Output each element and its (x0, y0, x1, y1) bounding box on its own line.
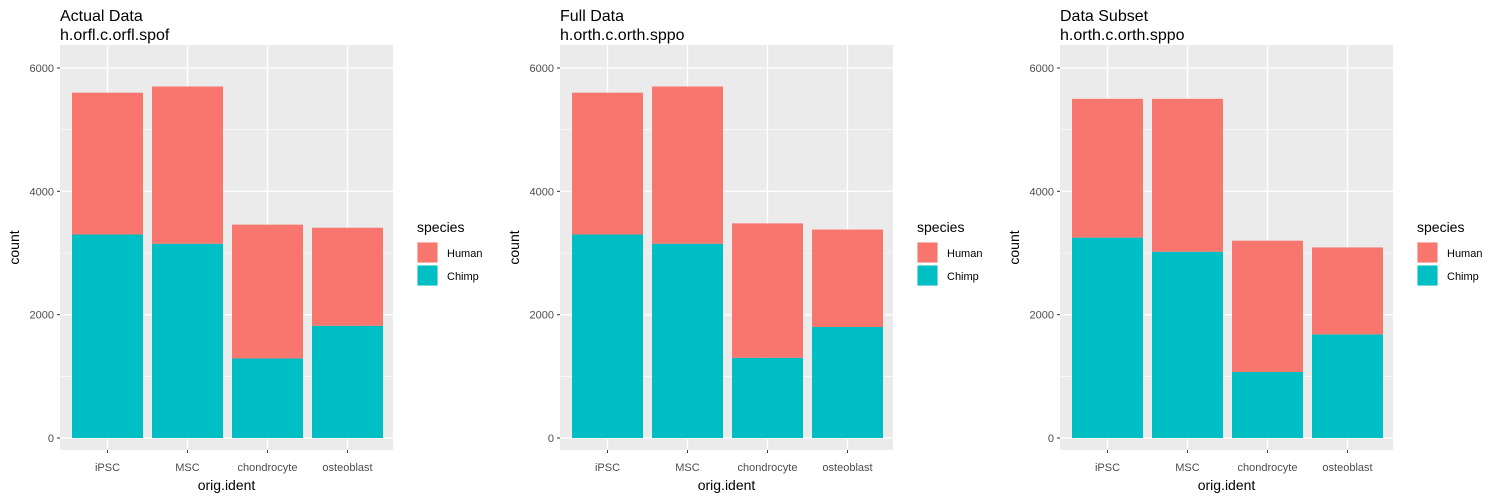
bar-chimp-osteoblast (312, 325, 383, 438)
bar-chimp-MSC (152, 243, 223, 438)
bar-chimp-iPSC (1072, 237, 1143, 438)
bar-human-MSC (652, 86, 723, 244)
legend-label-chimp: Chimp (1447, 271, 1479, 283)
x-axis-title: orig.ident (698, 477, 756, 493)
y-tick-label: 6000 (530, 63, 554, 75)
legend-swatch-chimp (1417, 265, 1438, 286)
x-tick-label: iPSC (595, 462, 620, 474)
bar-chimp-iPSC (72, 234, 143, 438)
chart-subtitle: h.orth.c.orth.sppo (1060, 27, 1185, 44)
bar-human-osteoblast (1312, 247, 1383, 335)
x-tick-label: iPSC (95, 462, 120, 474)
bar-human-iPSC (72, 92, 143, 235)
legend-label-human: Human (947, 248, 982, 260)
legend: species Human Chimp (1417, 219, 1482, 286)
x-tick-label: MSC (675, 462, 700, 474)
legend-swatch-human (917, 242, 938, 263)
bar-human-iPSC (1072, 98, 1143, 238)
legend-title: species (417, 219, 464, 235)
legend: species Human Chimp (917, 219, 982, 286)
x-axis-title: orig.ident (1198, 477, 1256, 493)
x-axis-title: orig.ident (198, 477, 256, 493)
y-axis-title: count (1006, 230, 1022, 264)
x-tick-label: iPSC (1095, 462, 1120, 474)
bar-chimp-iPSC (572, 234, 643, 438)
chart-subtitle: h.orth.c.orth.sppo (560, 27, 685, 44)
x-tick-label: MSC (1175, 462, 1200, 474)
legend-swatch-human (417, 242, 438, 263)
bar-human-chondrocyte (1232, 240, 1303, 373)
legend-label-chimp: Chimp (447, 271, 479, 283)
y-tick-label: 4000 (1030, 186, 1054, 198)
bar-chimp-chondrocyte (732, 357, 803, 438)
bar-human-chondrocyte (232, 224, 303, 359)
y-axis-title: count (6, 230, 22, 264)
y-tick-label: 4000 (530, 186, 554, 198)
legend: species Human Chimp (417, 219, 482, 286)
y-tick-label: 2000 (1030, 310, 1054, 322)
chart-panel-2: Full Data h.orth.c.orth.sppo 0 2000 4000 6000… (506, 8, 982, 493)
y-tick-label: 2000 (530, 310, 554, 322)
chart-title: Full Data (560, 8, 624, 25)
y-tick-label: 2000 (30, 310, 54, 322)
x-tick-label: MSC (175, 462, 200, 474)
chart-title: Data Subset (1060, 8, 1149, 25)
bar-chimp-MSC (1152, 251, 1223, 438)
y-tick-label: 6000 (30, 63, 54, 75)
bar-human-osteoblast (812, 229, 883, 327)
x-tick-label: chondrocyte (1238, 462, 1298, 474)
y-tick-label: 0 (1048, 433, 1054, 445)
bar-chimp-MSC (652, 243, 723, 438)
y-tick-label: 4000 (30, 186, 54, 198)
chart-subtitle: h.orfl.c.orfl.spof (60, 27, 170, 44)
bar-chimp-osteoblast (812, 327, 883, 438)
bar-chimp-chondrocyte (1232, 372, 1303, 438)
chart-title: Actual Data (60, 8, 143, 25)
y-axis-title: count (506, 230, 522, 264)
x-tick-label: osteoblast (822, 462, 872, 474)
bar-chimp-osteoblast (1312, 334, 1383, 438)
x-tick-label: osteoblast (1322, 462, 1372, 474)
legend-label-human: Human (447, 248, 482, 260)
chart-panel-3: Data Subset h.orth.c.orth.sppo 0 2000 4000 60… (1006, 8, 1482, 493)
bar-human-osteoblast (312, 227, 383, 326)
chart-panel-1: Actual Data h.orfl.c.orfl.spof 0 2000 4000 60… (6, 8, 482, 493)
x-tick-label: osteoblast (322, 462, 372, 474)
legend-swatch-chimp (917, 265, 938, 286)
x-tick-label: chondrocyte (738, 462, 798, 474)
bar-human-iPSC (572, 92, 643, 235)
legend-title: species (917, 219, 964, 235)
legend-title: species (1417, 219, 1464, 235)
bar-human-chondrocyte (732, 223, 803, 358)
x-tick-label: chondrocyte (238, 462, 298, 474)
legend-swatch-human (1417, 242, 1438, 263)
y-tick-label: 6000 (1030, 63, 1054, 75)
y-tick-label: 0 (548, 433, 554, 445)
bar-human-MSC (152, 86, 223, 244)
y-tick-label: 0 (48, 433, 54, 445)
bar-human-MSC (1152, 98, 1223, 252)
legend-swatch-chimp (417, 265, 438, 286)
bar-chimp-chondrocyte (232, 358, 303, 438)
legend-label-human: Human (1447, 248, 1482, 260)
legend-label-chimp: Chimp (947, 271, 979, 283)
